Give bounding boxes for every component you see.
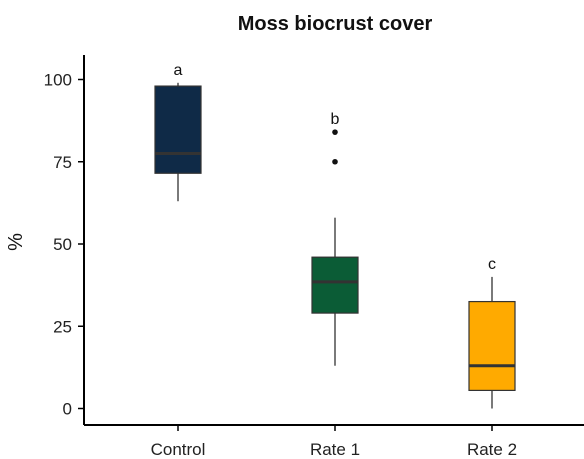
y-tick-label: 100 [44,71,72,90]
x-tick-label: Rate 2 [467,440,517,459]
outlier-point [332,129,338,135]
significance-label-rate-2: c [488,256,496,273]
y-tick-label: 25 [53,317,72,336]
y-tick-label: 50 [53,235,72,254]
box-control [154,85,202,174]
y-axis-label: % [5,233,27,251]
plot-area: 0 25 50 75 100 Control Rate 1 Rate 2 a b c [44,55,584,459]
significance-label-rate-1: b [331,111,340,128]
y-tick-label: 75 [53,153,72,172]
x-tick-label: Control [151,440,206,459]
y-tick-label: 0 [63,400,72,419]
box-rate-1 [311,256,359,314]
chart-title: Moss biocrust cover [238,13,433,35]
outlier-point [332,158,338,165]
box-rate-2 [468,300,516,392]
x-tick-label: Rate 1 [310,440,360,459]
significance-label-control: a [174,62,183,79]
